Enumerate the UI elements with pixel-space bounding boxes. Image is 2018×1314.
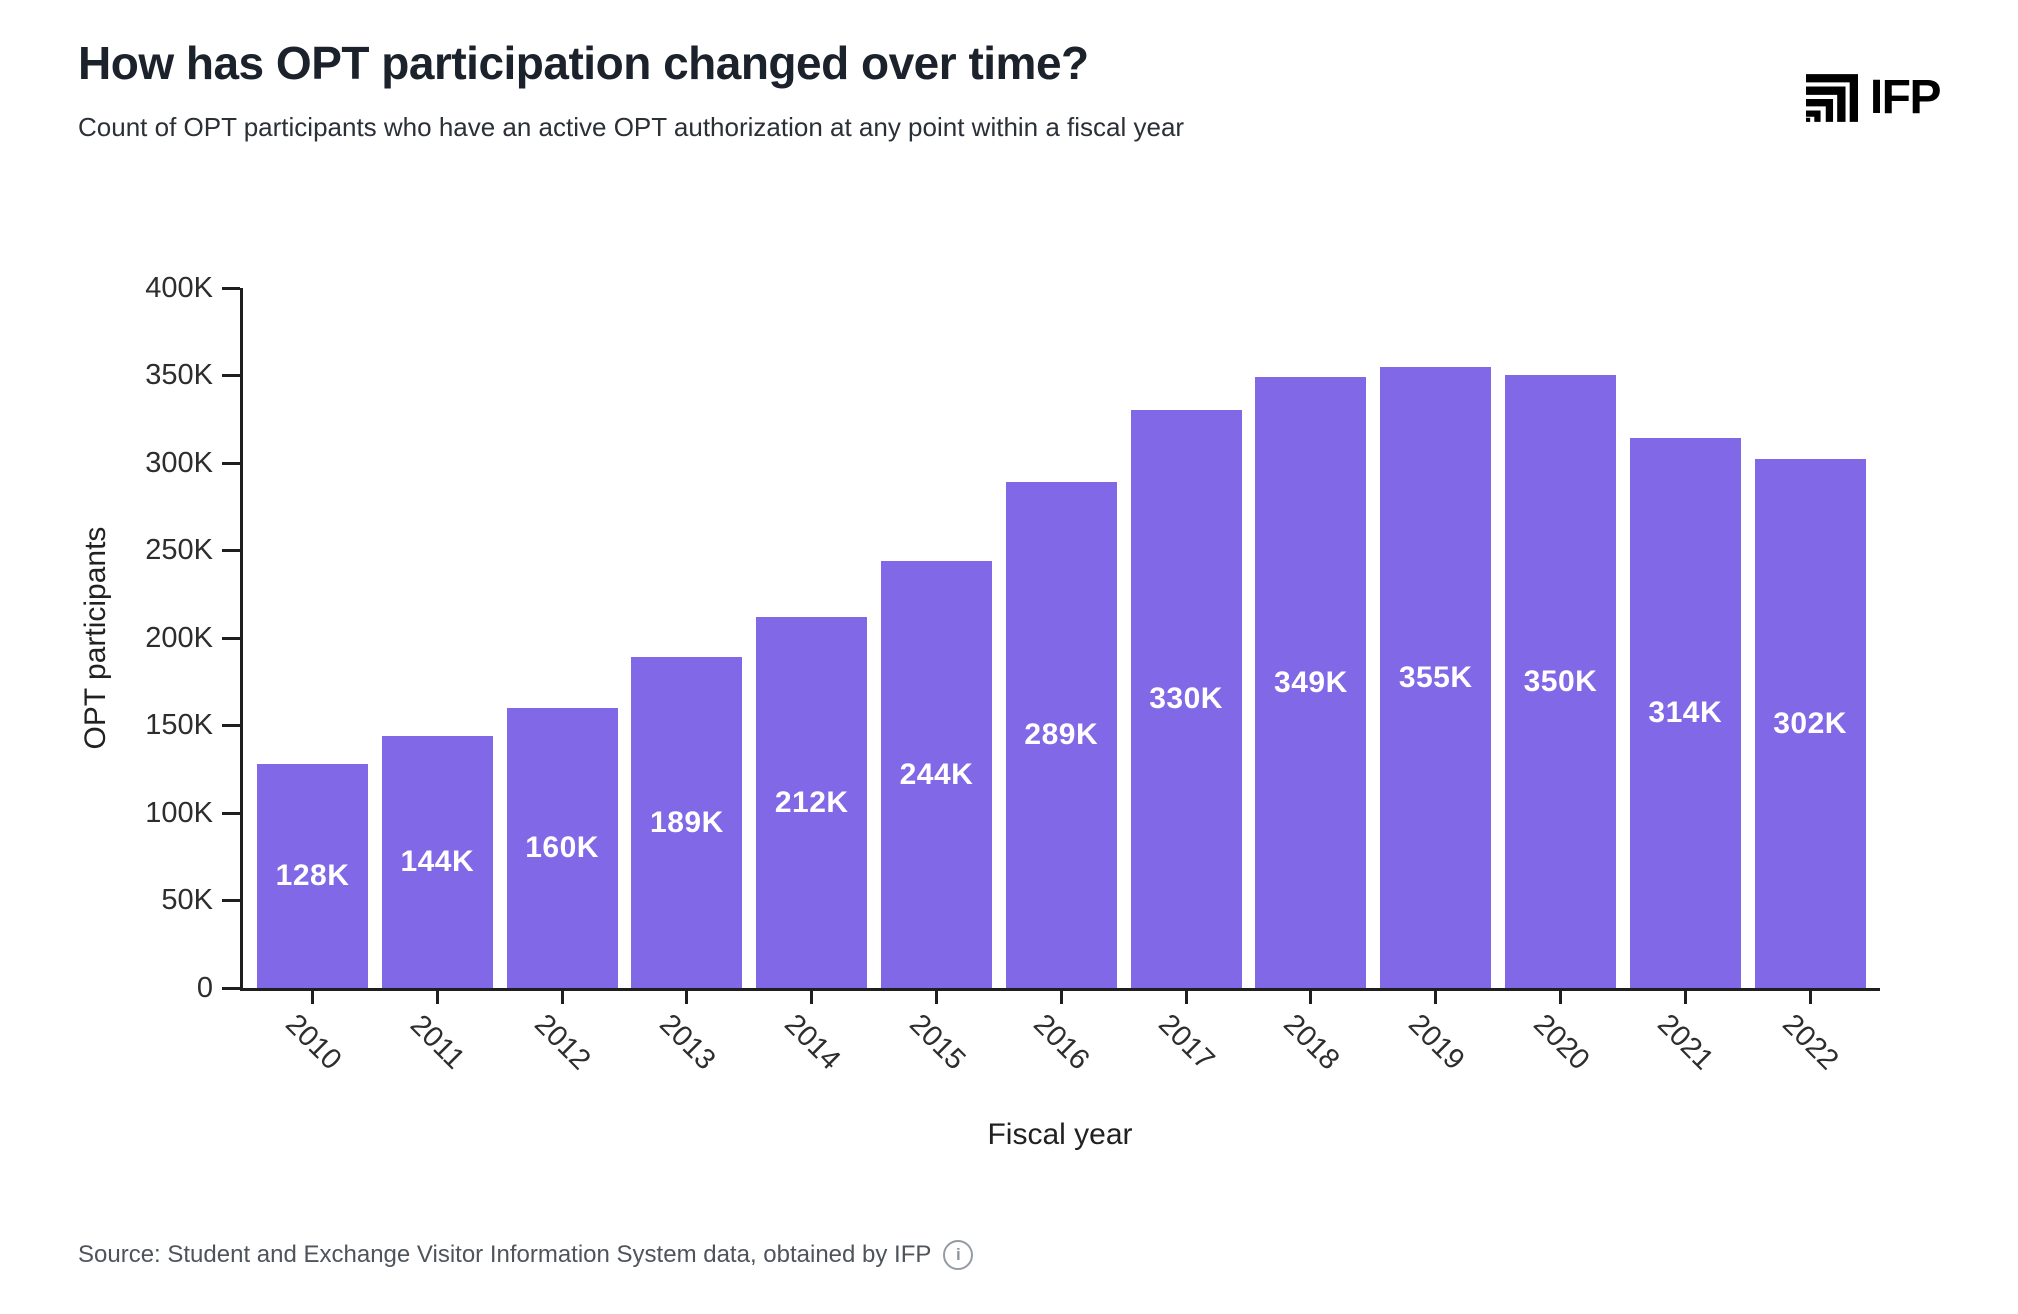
bar-2016: 289K: [1005, 482, 1117, 988]
bar-value-label: 189K: [650, 805, 724, 839]
x-tick-label-2021: 2021: [1651, 1008, 1720, 1077]
bar-value-label: 289K: [1024, 718, 1099, 751]
y-tick-mark: [222, 811, 240, 815]
bar-value-label: 314K: [1648, 696, 1723, 729]
y-axis-title: OPT participants: [79, 526, 112, 750]
source-text: Source: Student and Exchange Visitor Inf…: [78, 1241, 932, 1268]
ifp-logo-text: IFP: [1869, 71, 1942, 124]
y-tick-label: 200K: [145, 621, 213, 654]
x-tick-label-2010: 2010: [278, 1008, 347, 1077]
y-tick: 400K: [145, 272, 240, 304]
y-tick-mark: [222, 549, 240, 552]
y-tick: 300K: [145, 447, 240, 479]
page-subtitle: Count of OPT participants who have an ac…: [78, 112, 1185, 142]
x-tick-mark: [311, 991, 314, 1004]
x-tick-mark: [1559, 991, 1562, 1004]
bar-2014: 212K: [756, 617, 868, 988]
bar-value-label: 355K: [1398, 660, 1473, 694]
y-tick-label: 50K: [161, 884, 213, 916]
y-tick: 150K: [145, 709, 240, 742]
y-tick-mark: [222, 899, 240, 902]
x-tick-mark: [935, 991, 938, 1004]
y-tick: 50K: [161, 884, 240, 917]
bar-value-label: 160K: [525, 831, 599, 864]
bar-value-label: 212K: [774, 785, 849, 819]
bar-value-label: 244K: [899, 757, 974, 791]
x-tick-label-2013: 2013: [653, 1008, 722, 1077]
x-tick-label-2014: 2014: [777, 1008, 847, 1077]
plot-area: 128K 144K 160K 189K 212K 244K 289K 330K 349K 355K…: [240, 288, 1880, 1076]
x-tick-mark: [435, 991, 439, 1004]
bar-2018: 349K: [1255, 377, 1367, 988]
x-tick-label-2015: 2015: [902, 1008, 971, 1077]
x-tick-mark: [1808, 991, 1812, 1004]
bar-value-label: 144K: [400, 845, 475, 878]
x-tick-mark: [685, 991, 689, 1004]
y-tick-label: 100K: [145, 796, 213, 829]
bar-2010: 128K: [257, 764, 368, 988]
x-tick-mark: [1683, 991, 1687, 1004]
bar-value-label: 350K: [1523, 664, 1598, 698]
y-axis-line: [240, 288, 243, 991]
x-tick-mark: [1184, 991, 1188, 1004]
bar-value-label: 349K: [1274, 665, 1348, 699]
x-tick-mark: [1434, 991, 1438, 1004]
x-axis-line: [240, 988, 1880, 991]
x-axis-title: Fiscal year: [987, 1118, 1133, 1151]
bars-container: 128K 144K 160K 189K 212K 244K 289K 330K 349K 355K…: [257, 288, 1866, 988]
bar-value-label: 330K: [1149, 682, 1223, 715]
x-tick-label-2020: 2020: [1526, 1008, 1595, 1077]
bar-2017: 330K: [1130, 410, 1242, 988]
y-tick-label: 400K: [145, 271, 213, 304]
y-axis-ticks: 0 50K 100K 150K 200K 250K 300K 350K 400K: [120, 272, 240, 1004]
bar-2013: 189K: [631, 657, 743, 988]
bar-2015: 244K: [880, 561, 992, 988]
x-tick-label-2012: 2012: [528, 1008, 597, 1077]
bar-2011: 144K: [381, 736, 493, 988]
y-tick: 0: [197, 972, 240, 1004]
bar-2012: 160K: [506, 708, 618, 988]
y-tick-label: 0: [196, 971, 213, 1004]
bar-value-label: 128K: [275, 859, 350, 892]
y-tick-mark: [222, 286, 240, 290]
y-tick: 200K: [145, 622, 240, 654]
bar-2019: 355K: [1380, 367, 1492, 988]
info-icon[interactable]: i: [943, 1240, 974, 1270]
y-tick-label: 350K: [145, 359, 213, 391]
y-tick-mark: [222, 636, 240, 640]
bar-2020: 350K: [1504, 375, 1616, 988]
y-tick-label: 250K: [145, 534, 213, 566]
x-tick-label-2022: 2022: [1776, 1008, 1845, 1077]
x-tick-mark: [1059, 991, 1063, 1004]
y-tick: 100K: [145, 797, 240, 829]
y-tick-mark: [222, 461, 240, 465]
y-tick-mark: [222, 374, 240, 377]
y-tick: 350K: [145, 359, 240, 392]
y-tick-mark: [222, 986, 240, 990]
x-tick-label-2011: 2011: [404, 1008, 472, 1076]
ifp-logo-mark-icon: [1805, 73, 1858, 122]
page-title: How has OPT participation changed over t…: [78, 37, 1089, 89]
y-tick: 250K: [145, 534, 240, 567]
y-tick-label: 150K: [145, 709, 213, 741]
x-tick-mark: [810, 991, 814, 1004]
x-tick-mark: [560, 991, 564, 1004]
bar-value-label: 302K: [1773, 706, 1847, 740]
x-tick-label-2017: 2017: [1152, 1008, 1221, 1077]
bar-2022: 302K: [1754, 459, 1866, 988]
ifp-logo: IFP: [1805, 70, 1942, 125]
y-tick-mark: [222, 724, 240, 727]
bar-2021: 314K: [1629, 438, 1741, 988]
x-tick-label-2016: 2016: [1027, 1008, 1096, 1077]
x-tick-mark: [1309, 991, 1313, 1004]
x-tick-label-2019: 2019: [1401, 1008, 1471, 1077]
footer: Source: Student and Exchange Visitor Inf…: [78, 1240, 974, 1270]
x-tick-label-2018: 2018: [1277, 1008, 1346, 1077]
y-tick-label: 300K: [145, 446, 213, 479]
